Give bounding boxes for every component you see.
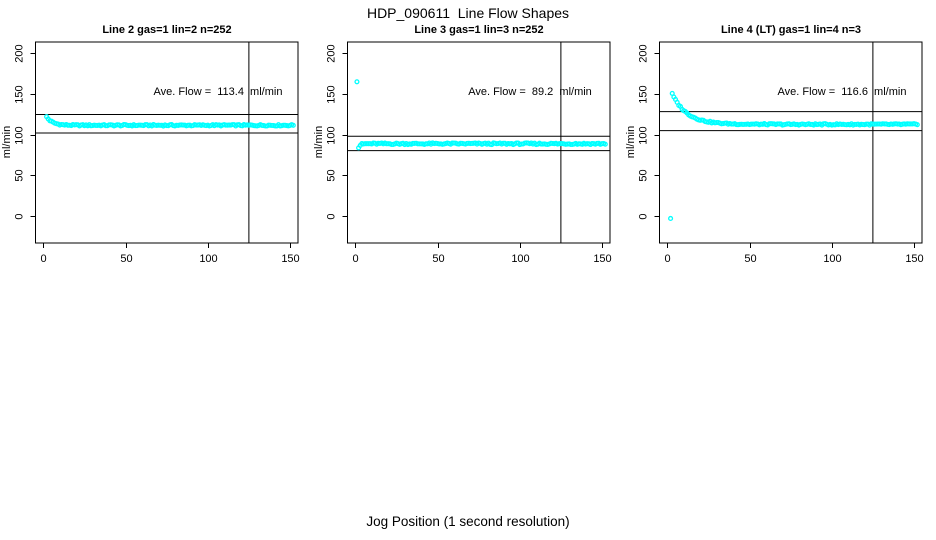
svg-text:200: 200 bbox=[638, 44, 650, 62]
svg-text:150: 150 bbox=[14, 85, 26, 103]
svg-text:50: 50 bbox=[326, 169, 338, 181]
svg-text:0: 0 bbox=[664, 253, 670, 265]
svg-text:100: 100 bbox=[823, 253, 841, 265]
svg-text:0: 0 bbox=[40, 253, 46, 265]
svg-text:100: 100 bbox=[326, 126, 338, 144]
svg-text:150: 150 bbox=[281, 253, 299, 265]
svg-text:100: 100 bbox=[14, 126, 26, 144]
svg-text:150: 150 bbox=[905, 253, 923, 265]
panel-line-2: Line 2 gas=1 lin=2 n=252 ml/min Ave. Flo… bbox=[0, 0, 312, 285]
panel-line-4: Line 4 (LT) gas=1 lin=4 n=3 ml/min Ave. … bbox=[624, 0, 936, 285]
svg-text:150: 150 bbox=[326, 85, 338, 103]
svg-text:200: 200 bbox=[14, 44, 26, 62]
panel-line-3: Line 3 gas=1 lin=3 n=252 ml/min Ave. Flo… bbox=[312, 0, 624, 285]
plot-area: 0 50 100 150 0 50 100 150 200 bbox=[638, 41, 924, 265]
svg-text:0: 0 bbox=[14, 213, 26, 219]
chart-main-title: HDP_090611 Line Flow Shapes bbox=[366, 5, 570, 21]
svg-text:50: 50 bbox=[638, 169, 650, 181]
svg-text:50: 50 bbox=[14, 169, 26, 181]
ave-flow-annotation: Ave. Flow = 116.6 ml/min bbox=[777, 86, 907, 98]
svg-text:50: 50 bbox=[744, 253, 756, 265]
svg-text:50: 50 bbox=[432, 253, 444, 265]
plot-area: 0 50 100 150 0 50 100 150 200 bbox=[326, 41, 612, 265]
svg-text:100: 100 bbox=[638, 126, 650, 144]
svg-text:100: 100 bbox=[511, 253, 529, 265]
panel-title: Line 4 (LT) gas=1 lin=4 n=3 bbox=[720, 24, 862, 36]
svg-text:150: 150 bbox=[593, 253, 611, 265]
x-axis-outer-label: Jog Position (1 second resolution) bbox=[366, 514, 570, 529]
panel-title: Line 2 gas=1 lin=2 n=252 bbox=[102, 24, 232, 36]
svg-text:0: 0 bbox=[326, 213, 338, 219]
ave-flow-annotation: Ave. Flow = 113.4 ml/min bbox=[153, 86, 283, 98]
svg-text:0: 0 bbox=[638, 213, 650, 219]
svg-text:150: 150 bbox=[638, 85, 650, 103]
svg-text:200: 200 bbox=[326, 44, 338, 62]
svg-text:100: 100 bbox=[199, 253, 217, 265]
plot-area: 0 50 100 150 0 50 100 150 200 bbox=[14, 41, 300, 265]
svg-text:50: 50 bbox=[120, 253, 132, 265]
svg-text:0: 0 bbox=[352, 253, 358, 265]
ave-flow-annotation: Ave. Flow = 89.2 ml/min bbox=[468, 86, 592, 98]
panel-title: Line 3 gas=1 lin=3 n=252 bbox=[414, 24, 544, 36]
